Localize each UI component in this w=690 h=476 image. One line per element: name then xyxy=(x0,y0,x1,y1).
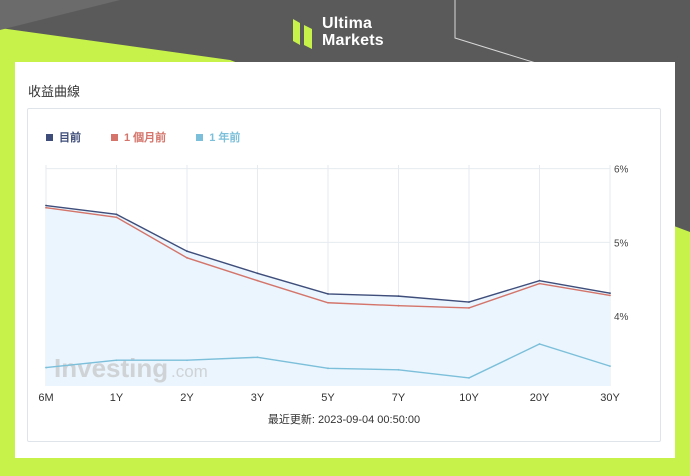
x-tick-label: 20Y xyxy=(530,392,550,404)
yield-curve-chart: Investing .com 6M 1Y 2Y 3Y 5Y 7Y 10Y 20Y 30Y 6% 5% 4% xyxy=(38,165,629,404)
data-point xyxy=(256,356,259,359)
data-point xyxy=(468,376,470,379)
y-tick-label: 6% xyxy=(614,165,629,176)
x-tick-label: 5Y xyxy=(321,392,335,404)
x-tick-label: 30Y xyxy=(600,392,620,404)
data-point xyxy=(397,304,400,307)
data-point xyxy=(45,366,47,369)
data-point xyxy=(397,295,400,298)
data-point xyxy=(186,256,188,259)
data-point xyxy=(538,282,541,285)
legend-item[interactable]: 目前 xyxy=(46,129,81,145)
data-point xyxy=(468,307,470,309)
x-tick-label: 2Y xyxy=(180,392,194,404)
data-point xyxy=(115,359,118,362)
data-point xyxy=(468,301,470,303)
last-updated-label: 最近更新: 2023-09-04 00:50:00 xyxy=(267,414,421,426)
data-point xyxy=(115,213,118,216)
data-point xyxy=(186,250,188,253)
data-point xyxy=(45,206,47,209)
data-point xyxy=(327,367,329,370)
card-title: 收益曲線 xyxy=(28,84,81,99)
data-point xyxy=(45,204,47,207)
data-point xyxy=(609,365,611,368)
brand-logo: Ultima Markets xyxy=(292,14,384,50)
x-tick-label: 3Y xyxy=(251,392,265,404)
ultima-markets-logo-icon xyxy=(293,19,312,49)
chart-legend: 目前 1 個月前 1 年前 xyxy=(46,129,270,145)
legend-label: 目前 xyxy=(59,132,81,144)
data-point xyxy=(397,368,400,371)
data-point xyxy=(538,343,541,345)
watermark-text: Investing xyxy=(54,353,168,383)
chart-container: Investing .com 6M 1Y 2Y 3Y 5Y 7Y 10Y 20Y 30Y 6% 5% 4%… xyxy=(27,108,661,442)
data-point xyxy=(115,216,118,219)
data-point xyxy=(186,359,188,362)
x-tick-label: 7Y xyxy=(392,392,406,404)
data-point xyxy=(538,279,541,282)
legend-swatch xyxy=(196,133,204,141)
x-tick-label: 1Y xyxy=(110,392,124,404)
data-point xyxy=(609,294,611,297)
brand-name-line2: Markets xyxy=(322,32,384,49)
data-point xyxy=(327,293,329,295)
watermark-suffix: .com xyxy=(171,362,208,381)
y-tick-label: 5% xyxy=(614,238,629,249)
data-point xyxy=(327,301,329,304)
legend-swatch xyxy=(111,133,118,141)
brand-name-line1: Ultima xyxy=(322,15,373,32)
x-tick-label: 10Y xyxy=(459,392,479,404)
data-point xyxy=(256,272,259,275)
x-tick-label: 6M xyxy=(38,392,53,404)
series-area-current xyxy=(46,205,610,386)
data-point xyxy=(256,279,259,282)
legend-item[interactable]: 1 個月前 xyxy=(111,129,166,145)
yield-curve-card: 收益曲線 Investing .com 6M 1Y 2Y 3Y 5Y 7Y 10Y 20Y 30Y 6… xyxy=(15,62,675,458)
legend-swatch xyxy=(46,133,53,141)
legend-item[interactable]: 1 年前 xyxy=(196,129,240,145)
y-tick-label: 4% xyxy=(614,312,629,323)
legend-label: 1 個月前 xyxy=(124,132,167,144)
data-point xyxy=(609,292,611,295)
legend-label: 1 年前 xyxy=(209,132,241,144)
